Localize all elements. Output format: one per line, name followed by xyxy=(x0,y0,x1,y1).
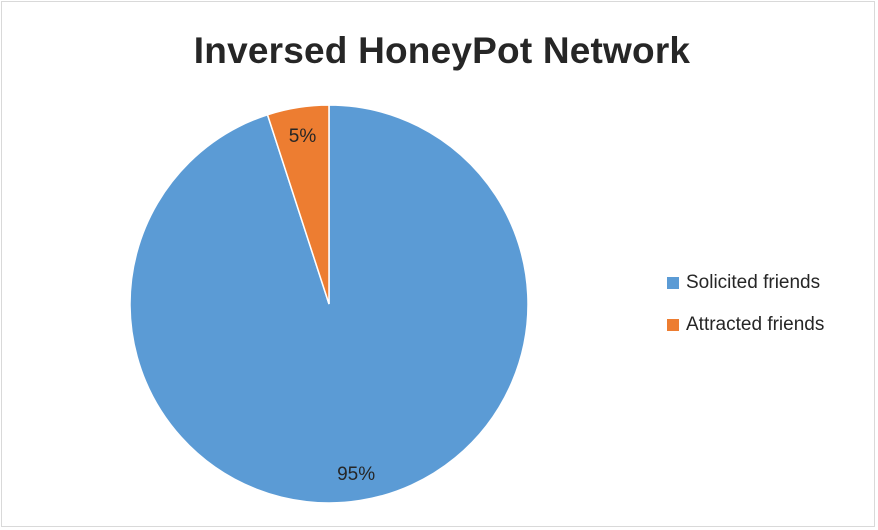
data-label-attracted: 5% xyxy=(289,126,317,147)
legend-swatch-solicited xyxy=(667,277,679,289)
chart-title: Inversed HoneyPot Network xyxy=(193,30,691,71)
legend-label-solicited: Solicited friends xyxy=(686,272,821,293)
legend-item-attracted: Attracted friends xyxy=(667,313,824,337)
data-label-solicited: 95% xyxy=(337,464,375,485)
pie-slice-attracted xyxy=(266,104,330,305)
pie-slices xyxy=(129,104,529,504)
slice-labels: 95% 5% xyxy=(289,126,375,485)
legend-item-solicited: Solicited friends xyxy=(667,271,824,295)
legend-swatch-attracted xyxy=(667,319,679,331)
legend-label-attracted: Attracted friends xyxy=(686,314,825,335)
legend: Solicited friends Attracted friends xyxy=(667,271,824,355)
